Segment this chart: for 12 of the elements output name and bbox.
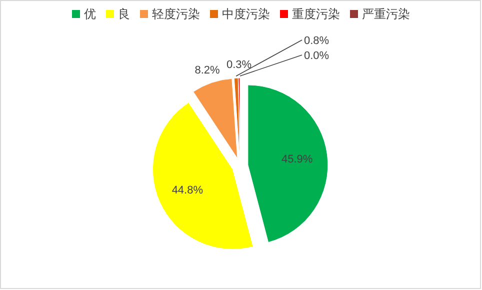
data-label: 8.2% bbox=[194, 64, 220, 76]
legend-label: 严重污染 bbox=[362, 7, 410, 21]
legend-label: 良 bbox=[118, 7, 130, 21]
legend-label: 重度污染 bbox=[292, 7, 340, 21]
legend-label: 优 bbox=[84, 7, 96, 21]
legend-label: 轻度污染 bbox=[152, 7, 200, 21]
data-label: 0.3% bbox=[226, 59, 252, 72]
data-label: 45.9% bbox=[282, 154, 313, 166]
data-label: 0.8% bbox=[304, 35, 330, 47]
legend-label: 中度污染 bbox=[222, 7, 270, 21]
data-label: 44.8% bbox=[172, 184, 204, 197]
text: 0.0% bbox=[304, 50, 330, 62]
